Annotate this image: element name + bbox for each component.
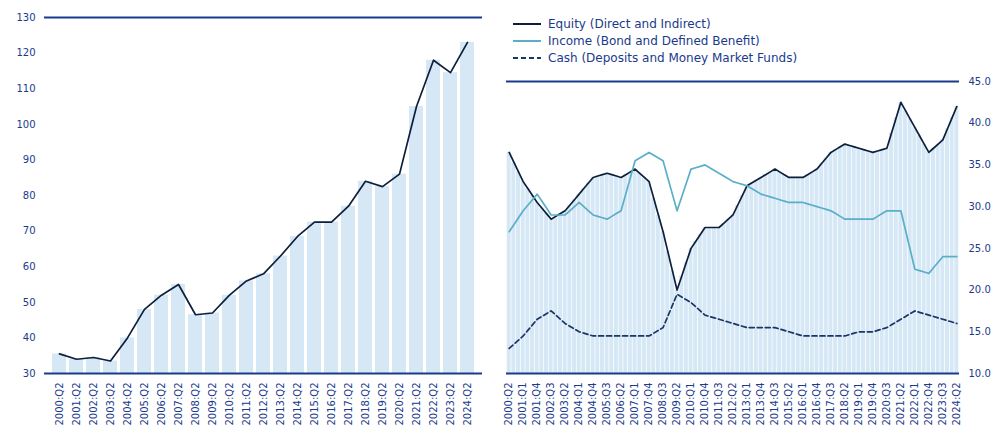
- svg-text:2021:Q2: 2021:Q2: [895, 383, 906, 426]
- svg-text:2024:Q2: 2024:Q2: [951, 383, 962, 426]
- svg-text:2010:Q4: 2010:Q4: [699, 383, 710, 426]
- svg-text:30: 30: [23, 368, 36, 379]
- svg-text:2021:Q2: 2021:Q2: [411, 383, 422, 426]
- svg-text:2023:Q2: 2023:Q2: [445, 383, 456, 426]
- svg-text:2005:Q2: 2005:Q2: [139, 383, 150, 426]
- svg-text:2000:Q2: 2000:Q2: [503, 383, 514, 426]
- svg-text:2019:Q1: 2019:Q1: [853, 383, 864, 426]
- svg-text:15.0: 15.0: [969, 326, 991, 337]
- svg-text:40.0: 40.0: [969, 117, 991, 128]
- svg-text:2020:Q3: 2020:Q3: [881, 383, 892, 426]
- svg-text:2004:Q1: 2004:Q1: [573, 383, 584, 426]
- svg-text:2010:Q2: 2010:Q2: [224, 383, 235, 426]
- svg-text:80: 80: [23, 190, 36, 201]
- svg-text:10.0: 10.0: [969, 368, 991, 379]
- svg-text:2004:Q4: 2004:Q4: [587, 383, 598, 426]
- svg-text:2006:Q2: 2006:Q2: [156, 383, 167, 426]
- svg-text:2007:Q4: 2007:Q4: [643, 383, 654, 426]
- svg-text:20.0: 20.0: [969, 284, 991, 295]
- html-text:Equity (Direct and Indirect): Equity (Direct and Indirect): [548, 17, 711, 31]
- svg-text:45.0: 45.0: [969, 76, 991, 87]
- svg-text:2001:Q2: 2001:Q2: [71, 383, 82, 426]
- svg-text:2008:Q3: 2008:Q3: [657, 383, 668, 426]
- svg-text:2013:Q1: 2013:Q1: [741, 383, 752, 426]
- html-text:Cash (Deposits and Money Marke: Cash (Deposits and Money Market Funds): [548, 51, 798, 65]
- svg-text:2003:Q2: 2003:Q2: [105, 383, 116, 426]
- svg-text:35.0: 35.0: [969, 159, 991, 170]
- svg-text:2001:Q1: 2001:Q1: [517, 383, 528, 426]
- svg-text:2007:Q1: 2007:Q1: [629, 383, 640, 426]
- svg-text:2008:Q2: 2008:Q2: [190, 383, 201, 426]
- svg-text:2012:Q2: 2012:Q2: [258, 383, 269, 426]
- svg-text:60: 60: [23, 261, 36, 272]
- svg-text:40: 40: [23, 332, 36, 343]
- svg-text:2010:Q1: 2010:Q1: [685, 383, 696, 426]
- svg-text:2005:Q3: 2005:Q3: [601, 383, 612, 426]
- svg-text:2009:Q2: 2009:Q2: [207, 383, 218, 426]
- svg-text:2002:Q2: 2002:Q2: [88, 383, 99, 426]
- svg-text:2019:Q2: 2019:Q2: [377, 383, 388, 426]
- svg-text:2014:Q3: 2014:Q3: [769, 383, 780, 426]
- svg-text:90: 90: [23, 154, 36, 165]
- svg-text:2016:Q4: 2016:Q4: [811, 383, 822, 426]
- svg-text:2024:Q2: 2024:Q2: [462, 383, 473, 426]
- svg-text:2016:Q2: 2016:Q2: [326, 383, 337, 426]
- svg-text:2016:Q1: 2016:Q1: [797, 383, 808, 426]
- svg-text:2013:Q4: 2013:Q4: [755, 383, 766, 426]
- svg-text:2007:Q2: 2007:Q2: [173, 383, 184, 426]
- html-text:Income (Bond and Defined Benef: Income (Bond and Defined Benefit): [548, 34, 760, 48]
- svg-text:2018:Q2: 2018:Q2: [360, 383, 371, 426]
- svg-text:2022:Q1: 2022:Q1: [909, 383, 920, 426]
- svg-text:70: 70: [23, 225, 36, 236]
- svg-text:2011:Q3: 2011:Q3: [713, 383, 724, 426]
- svg-text:2013:Q2: 2013:Q2: [275, 383, 286, 426]
- svg-text:2015:Q2: 2015:Q2: [309, 383, 320, 426]
- svg-text:130: 130: [16, 12, 35, 23]
- svg-text:2015:Q2: 2015:Q2: [783, 383, 794, 426]
- svg-text:2009:Q2: 2009:Q2: [671, 383, 682, 426]
- svg-text:25.0: 25.0: [969, 243, 991, 254]
- svg-text:110: 110: [16, 83, 35, 94]
- svg-text:50: 50: [23, 297, 36, 308]
- svg-text:2017:Q2: 2017:Q2: [343, 383, 354, 426]
- svg-text:2011:Q2: 2011:Q2: [241, 383, 252, 426]
- svg-text:2001:Q4: 2001:Q4: [531, 383, 542, 426]
- svg-text:2014:Q2: 2014:Q2: [292, 383, 303, 426]
- svg-text:2003:Q2: 2003:Q2: [559, 383, 570, 426]
- svg-text:2006:Q2: 2006:Q2: [615, 383, 626, 426]
- svg-text:2020:Q2: 2020:Q2: [394, 383, 405, 426]
- svg-text:2012:Q2: 2012:Q2: [727, 383, 738, 426]
- svg-text:2022:Q2: 2022:Q2: [428, 383, 439, 426]
- svg-text:2017:Q3: 2017:Q3: [825, 383, 836, 426]
- svg-text:100: 100: [16, 119, 35, 130]
- svg-text:120: 120: [16, 47, 35, 58]
- svg-text:2023:Q3: 2023:Q3: [937, 383, 948, 426]
- svg-text:2002:Q3: 2002:Q3: [545, 383, 556, 426]
- svg-text:2022:Q4: 2022:Q4: [923, 383, 934, 426]
- svg-text:2019:Q4: 2019:Q4: [867, 383, 878, 426]
- svg-text:2000:Q2: 2000:Q2: [54, 383, 65, 426]
- svg-text:2018:Q2: 2018:Q2: [839, 383, 850, 426]
- svg-text:2004:Q2: 2004:Q2: [122, 383, 133, 426]
- svg-text:30.0: 30.0: [969, 201, 991, 212]
